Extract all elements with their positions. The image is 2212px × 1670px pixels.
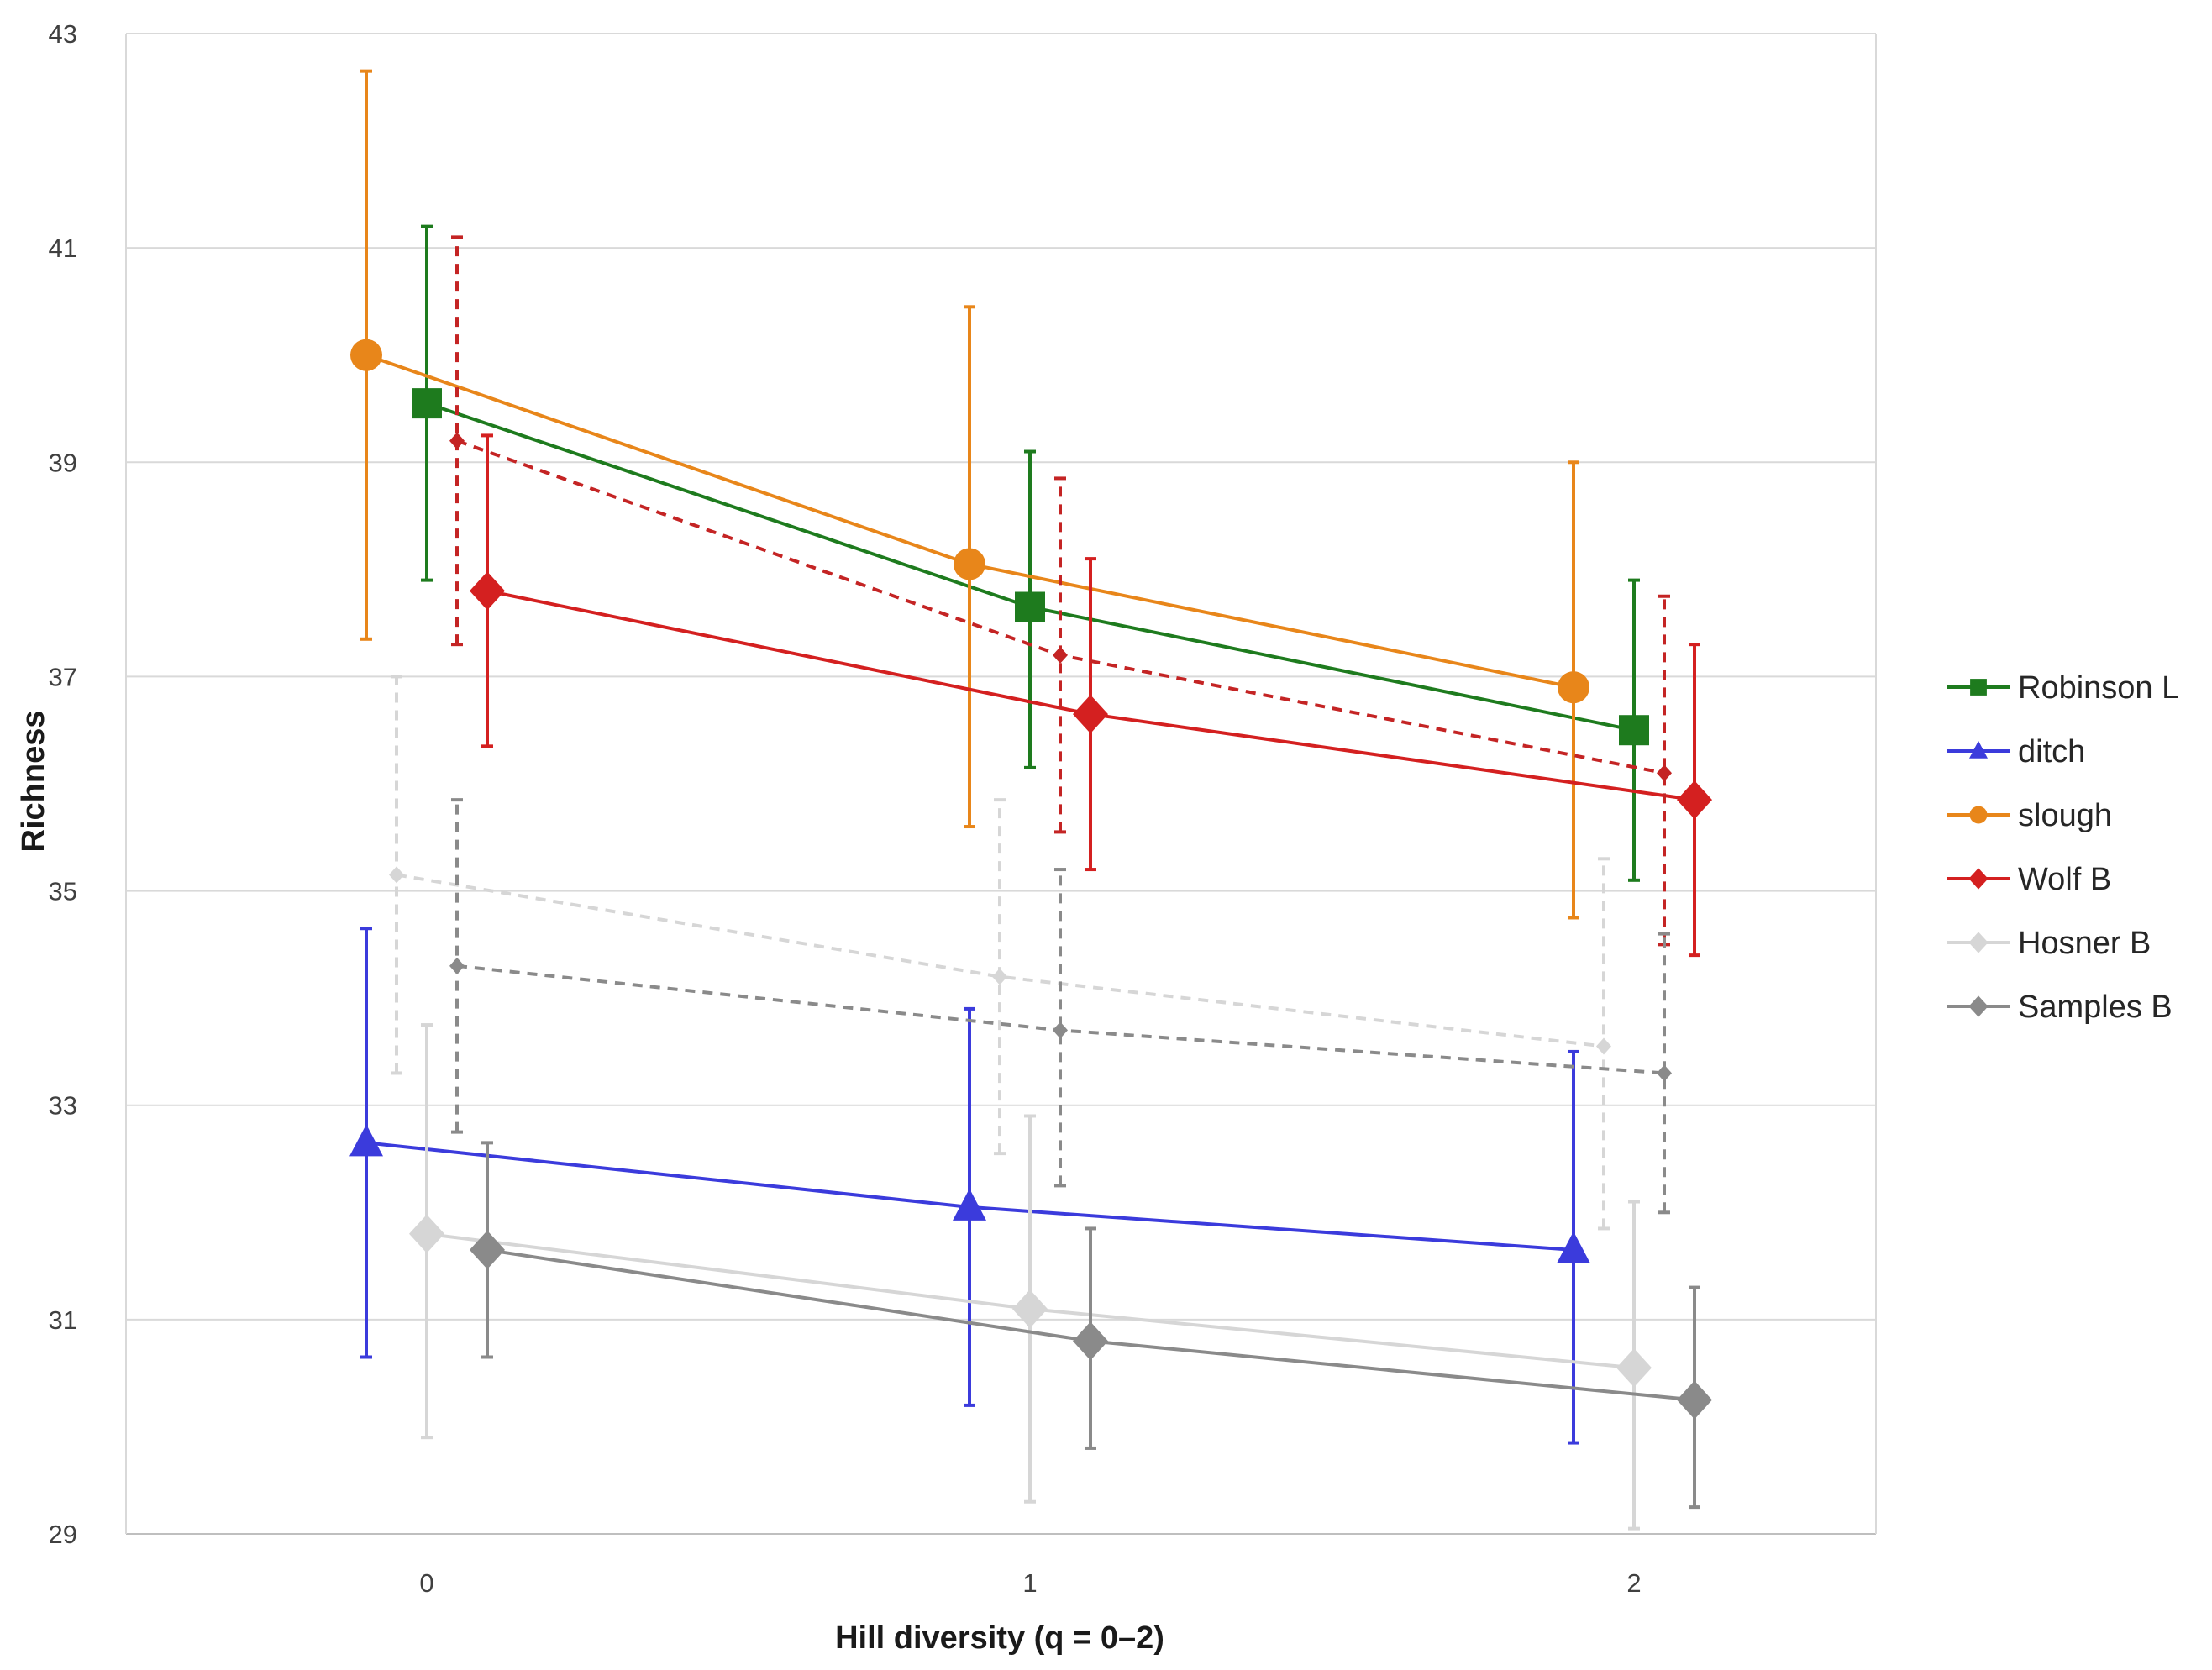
data-point — [412, 388, 442, 419]
series-samples-b — [470, 1141, 1712, 1510]
legend-item: Hosner B — [1947, 926, 2151, 961]
series-slough — [350, 69, 1589, 920]
legend-swatch-marker — [1970, 679, 1987, 696]
y-tick-label: 39 — [49, 448, 77, 477]
data-point — [954, 548, 985, 580]
legend-label: Hosner B — [2018, 926, 2151, 961]
y-tick-label: 35 — [49, 877, 77, 906]
data-point — [409, 1214, 444, 1253]
legend-label: Robinson L — [2018, 670, 2179, 706]
data-point — [953, 1188, 986, 1221]
legend-swatch-marker — [1968, 995, 1989, 1017]
data-point — [349, 1124, 383, 1157]
data-point — [470, 571, 505, 611]
legend-label: ditch — [2018, 734, 2085, 769]
y-tick-label: 31 — [49, 1305, 77, 1335]
data-point — [1558, 671, 1589, 704]
y-tick-label: 43 — [49, 19, 77, 49]
data-point — [992, 968, 1007, 985]
series-hosner-b-dashed — [389, 675, 1611, 1231]
x-axis-title: Hill diversity (q = 0–2) — [835, 1620, 1164, 1656]
x-tick-label: 0 — [419, 1568, 433, 1598]
legend-swatch-marker — [1968, 932, 1989, 953]
data-point — [1015, 591, 1045, 622]
data-point — [1053, 1021, 1068, 1039]
legend-swatch-marker — [1969, 806, 1988, 824]
data-point — [1012, 1289, 1048, 1329]
data-point — [449, 957, 465, 974]
x-tick-label: 2 — [1626, 1568, 1641, 1598]
y-tick-label: 29 — [49, 1520, 77, 1549]
x-tick-label: 1 — [1022, 1568, 1037, 1598]
legend-item: Wolf B — [1947, 862, 2111, 897]
legend-swatch-marker — [1968, 868, 1989, 890]
y-tick-label: 33 — [49, 1091, 77, 1121]
data-point — [1619, 715, 1649, 746]
y-tick-labels: 29 31 33 35 37 39 41 43 — [49, 19, 77, 1549]
legend-swatch-marker — [1969, 740, 1988, 759]
legend-label: Samples B — [2018, 990, 2173, 1025]
data-point — [1073, 1321, 1108, 1361]
data-point — [1616, 1348, 1652, 1388]
gridlines — [125, 33, 1877, 1535]
legend-item: Samples B — [1947, 990, 2173, 1025]
series-samples-b-dashed — [449, 798, 1672, 1215]
data-point — [1557, 1231, 1590, 1263]
legend-item: ditch — [1947, 734, 2085, 769]
legend-label: Wolf B — [2018, 862, 2111, 897]
data-point — [470, 1230, 505, 1269]
y-tick-label: 37 — [49, 662, 77, 691]
data-point — [1657, 1064, 1672, 1082]
series-group — [349, 69, 1712, 1531]
y-tick-label: 41 — [49, 234, 77, 263]
data-point — [1677, 780, 1712, 820]
data-point — [1053, 646, 1068, 664]
data-point — [389, 866, 404, 884]
legend: Robinson L ditch slough Wolf B Hosner B Sampl… — [1947, 670, 2179, 1025]
data-point — [1657, 764, 1672, 782]
series-wolf-b-dashed — [449, 235, 1672, 947]
x-tick-labels: 0 1 2 — [419, 1568, 1641, 1598]
data-point — [1677, 1380, 1712, 1420]
series-robinson-l — [412, 224, 1649, 882]
series-ditch — [349, 927, 1590, 1445]
series-wolf-b — [470, 433, 1712, 958]
legend-item: slough — [1947, 798, 2112, 833]
data-point — [1073, 695, 1108, 734]
legend-label: slough — [2018, 798, 2112, 833]
series-line — [396, 873, 1605, 1048]
y-axis-title: Richness — [16, 711, 51, 853]
data-point — [1596, 1037, 1611, 1055]
legend-item: Robinson L — [1947, 670, 2179, 706]
series-hosner-b — [409, 1023, 1652, 1531]
data-point — [350, 339, 382, 371]
data-point — [449, 432, 465, 449]
